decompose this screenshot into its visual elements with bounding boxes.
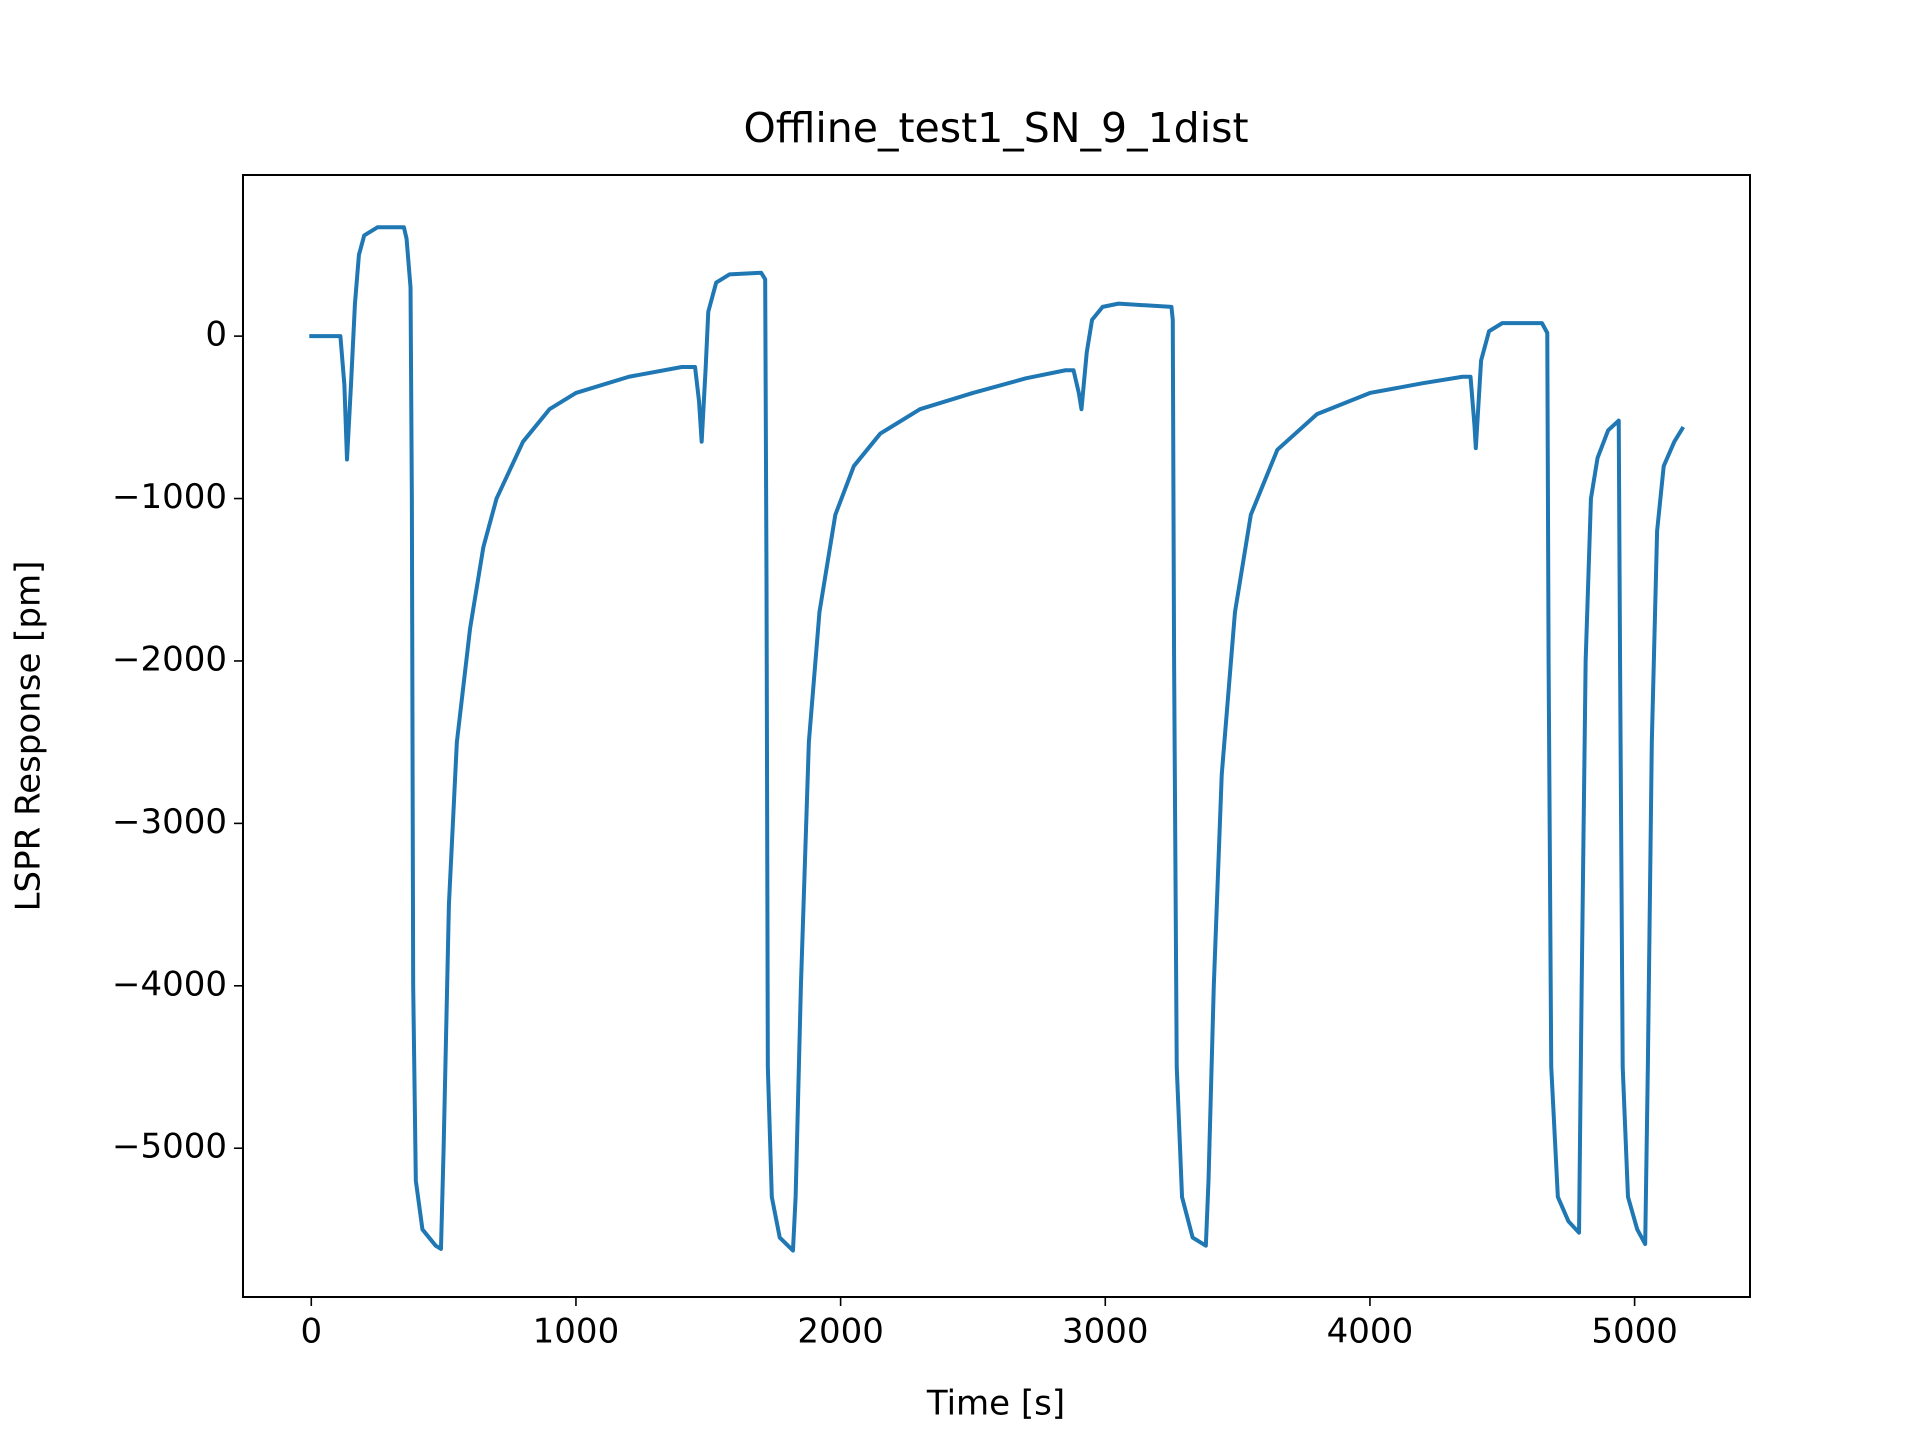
y-tick-label: −3000 (112, 802, 227, 842)
data-line (309, 225, 1685, 1253)
y-tick-label: 0 (205, 315, 227, 355)
y-axis-label: LSPR Response [pm] (9, 561, 49, 912)
x-tick-label: 2000 (797, 1312, 884, 1352)
x-tick-label: 1000 (533, 1312, 620, 1352)
x-tick-label: 5000 (1591, 1312, 1678, 1352)
x-tick-label: 0 (300, 1312, 322, 1352)
x-tick-label: 4000 (1327, 1312, 1414, 1352)
chart-title: Offline_test1_SN_9_1dist (743, 104, 1248, 152)
plot-frame (242, 174, 1751, 1298)
x-axis-label: Time [s] (926, 1384, 1065, 1424)
y-tick-label: −4000 (112, 964, 227, 1004)
x-tick-label: 3000 (1062, 1312, 1149, 1352)
y-tick-label: −1000 (112, 477, 227, 517)
y-tick-label: −2000 (112, 639, 227, 679)
y-tick-label: −5000 (112, 1127, 227, 1167)
